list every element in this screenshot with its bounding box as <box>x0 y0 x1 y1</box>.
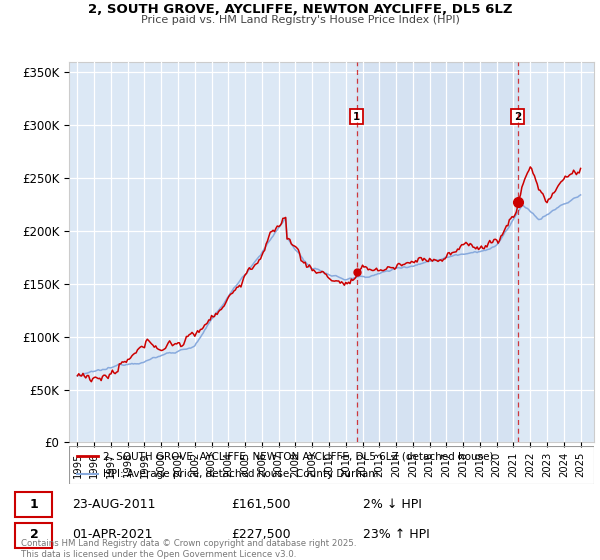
Text: 2, SOUTH GROVE, AYCLIFFE, NEWTON AYCLIFFE, DL5 6LZ (detached house): 2, SOUTH GROVE, AYCLIFFE, NEWTON AYCLIFF… <box>103 451 494 461</box>
Text: Contains HM Land Registry data © Crown copyright and database right 2025.
This d: Contains HM Land Registry data © Crown c… <box>21 539 356 559</box>
Text: 1: 1 <box>29 498 38 511</box>
Text: 1: 1 <box>353 111 360 122</box>
Bar <box>356 62 518 442</box>
Text: 2: 2 <box>514 111 521 122</box>
Text: HPI: Average price, detached house, County Durham: HPI: Average price, detached house, Coun… <box>103 469 379 479</box>
Text: 23-AUG-2011: 23-AUG-2011 <box>73 498 156 511</box>
Text: 2% ↓ HPI: 2% ↓ HPI <box>364 498 422 511</box>
Text: 2: 2 <box>29 528 38 541</box>
Text: Price paid vs. HM Land Registry's House Price Index (HPI): Price paid vs. HM Land Registry's House … <box>140 15 460 25</box>
Text: 23% ↑ HPI: 23% ↑ HPI <box>364 528 430 541</box>
Text: 01-APR-2021: 01-APR-2021 <box>73 528 153 541</box>
Text: £161,500: £161,500 <box>231 498 290 511</box>
Text: £227,500: £227,500 <box>231 528 290 541</box>
FancyBboxPatch shape <box>15 523 52 548</box>
Text: 2, SOUTH GROVE, AYCLIFFE, NEWTON AYCLIFFE, DL5 6LZ: 2, SOUTH GROVE, AYCLIFFE, NEWTON AYCLIFF… <box>88 3 512 16</box>
FancyBboxPatch shape <box>15 492 52 517</box>
